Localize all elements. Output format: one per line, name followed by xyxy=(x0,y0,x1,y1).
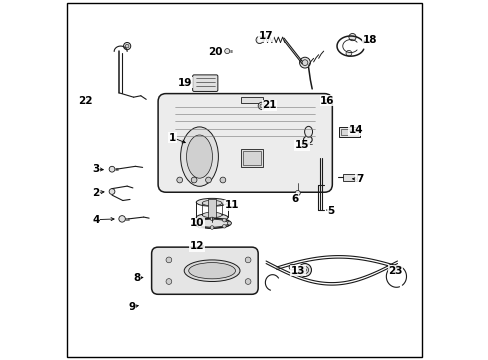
Circle shape xyxy=(166,257,171,263)
Circle shape xyxy=(244,279,250,284)
Circle shape xyxy=(244,257,250,263)
Ellipse shape xyxy=(196,219,228,227)
Bar xyxy=(241,149,263,167)
Text: 3: 3 xyxy=(92,164,100,174)
Circle shape xyxy=(227,221,231,225)
Circle shape xyxy=(123,42,130,50)
Circle shape xyxy=(256,36,263,44)
Text: 15: 15 xyxy=(294,140,309,150)
Bar xyxy=(243,151,261,165)
Ellipse shape xyxy=(193,218,230,228)
Text: 22: 22 xyxy=(78,96,92,106)
Circle shape xyxy=(109,189,115,194)
FancyBboxPatch shape xyxy=(158,94,332,192)
Ellipse shape xyxy=(202,212,222,217)
Circle shape xyxy=(301,266,308,274)
Circle shape xyxy=(198,219,201,222)
Circle shape xyxy=(220,177,225,183)
Circle shape xyxy=(346,50,351,56)
Circle shape xyxy=(348,33,355,41)
Circle shape xyxy=(125,44,129,48)
Circle shape xyxy=(224,49,229,54)
Ellipse shape xyxy=(186,135,212,178)
Circle shape xyxy=(258,102,265,109)
Circle shape xyxy=(109,166,115,172)
Circle shape xyxy=(260,104,263,108)
Text: 9: 9 xyxy=(128,302,136,312)
Circle shape xyxy=(119,216,125,222)
FancyBboxPatch shape xyxy=(192,75,218,91)
Ellipse shape xyxy=(184,260,240,282)
Circle shape xyxy=(166,279,171,284)
Text: 2: 2 xyxy=(92,188,100,198)
Text: 10: 10 xyxy=(189,218,204,228)
Circle shape xyxy=(205,177,211,183)
FancyBboxPatch shape xyxy=(151,247,258,294)
Ellipse shape xyxy=(304,126,312,137)
Text: 1: 1 xyxy=(168,132,176,143)
Circle shape xyxy=(298,264,311,276)
Bar xyxy=(241,97,262,103)
Text: 14: 14 xyxy=(348,125,363,135)
Circle shape xyxy=(222,219,225,222)
Text: 20: 20 xyxy=(208,47,223,57)
Bar xyxy=(340,129,358,135)
Circle shape xyxy=(302,60,307,66)
Text: 5: 5 xyxy=(326,206,334,216)
Text: 11: 11 xyxy=(224,200,239,210)
Circle shape xyxy=(288,264,294,270)
Text: 7: 7 xyxy=(355,174,363,184)
Circle shape xyxy=(222,224,225,228)
Circle shape xyxy=(303,269,306,271)
Text: 8: 8 xyxy=(133,273,140,283)
Text: 21: 21 xyxy=(262,100,276,110)
Ellipse shape xyxy=(196,198,227,206)
Bar xyxy=(343,174,356,181)
Circle shape xyxy=(299,57,310,68)
Circle shape xyxy=(210,217,213,221)
Text: 19: 19 xyxy=(178,78,192,88)
Circle shape xyxy=(210,226,213,229)
Circle shape xyxy=(193,221,196,225)
Circle shape xyxy=(198,224,201,228)
Text: 12: 12 xyxy=(189,241,204,251)
Text: 16: 16 xyxy=(319,96,334,106)
Ellipse shape xyxy=(180,127,218,186)
Bar xyxy=(208,199,215,219)
Text: 17: 17 xyxy=(258,31,273,41)
Text: 4: 4 xyxy=(92,215,100,225)
Circle shape xyxy=(191,177,197,183)
Text: 18: 18 xyxy=(362,35,376,45)
Text: 13: 13 xyxy=(290,266,305,276)
Text: 6: 6 xyxy=(291,194,298,204)
Circle shape xyxy=(177,177,182,183)
Circle shape xyxy=(295,190,300,195)
Bar xyxy=(338,127,360,137)
Ellipse shape xyxy=(196,213,227,221)
Ellipse shape xyxy=(202,200,222,206)
Ellipse shape xyxy=(188,263,235,279)
Text: 23: 23 xyxy=(387,266,402,276)
